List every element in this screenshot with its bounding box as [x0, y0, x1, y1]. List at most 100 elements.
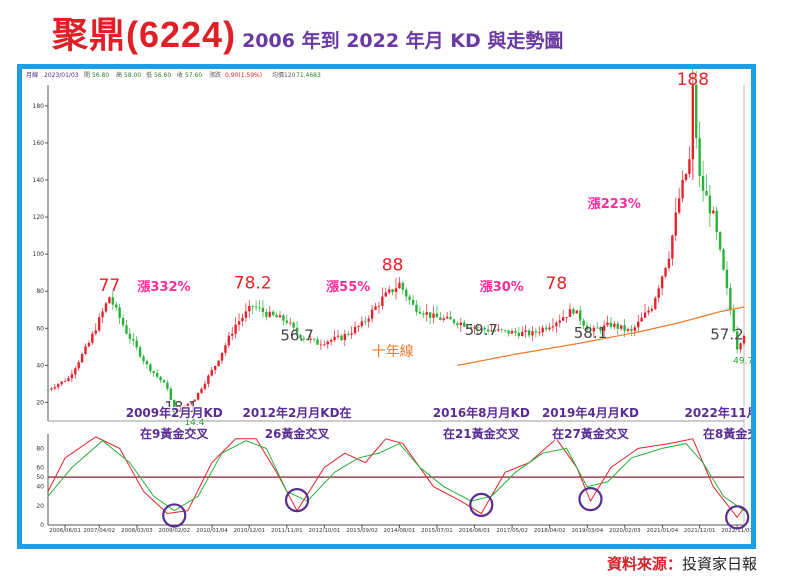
candle-body [135, 340, 138, 348]
candle-body [432, 313, 435, 318]
x-tick-label: 2017/05/02 [496, 528, 528, 534]
candle-body [387, 289, 391, 293]
candle-body [490, 330, 493, 332]
candle-body [176, 411, 179, 413]
price-annotation: 18.1 [164, 398, 197, 416]
candle-body [357, 326, 360, 327]
golden-cross-circle [725, 505, 750, 530]
price-annotation: 78 [546, 274, 568, 294]
candle-body [674, 212, 677, 236]
kd-y-tick-label: 20 [36, 503, 44, 510]
price-annotation: 77 [99, 276, 121, 296]
x-tick-label: 2010/12/01 [233, 528, 265, 534]
candle-body [394, 288, 398, 293]
candle-body [265, 312, 268, 317]
candle-body [398, 282, 401, 289]
candle-body [633, 327, 637, 331]
candle-body [613, 323, 616, 327]
kd-annotation: 在8黃金交叉 [703, 426, 751, 441]
candle-body [616, 323, 619, 329]
candle-body [579, 310, 582, 321]
candle-body [179, 407, 183, 412]
header-field: 56.80 [92, 72, 109, 79]
kd-y-tick-label: 40 [36, 484, 44, 491]
kd-annotation: 在27黃金交叉 [552, 426, 630, 441]
candle-body [319, 344, 323, 346]
candle-body [592, 327, 596, 332]
golden-cross-circle [469, 492, 494, 517]
candle-body [364, 321, 367, 323]
candle-body [282, 315, 285, 321]
candle-body [486, 329, 490, 332]
price-y-tick-label: 100 [33, 251, 45, 258]
candle-body [196, 392, 200, 400]
x-tick-label: 2007/04/02 [83, 528, 115, 534]
candle-body [203, 383, 207, 389]
candle-body [248, 305, 251, 312]
candle-body [241, 317, 244, 322]
candle-body [258, 307, 261, 309]
candle-body [534, 331, 538, 333]
candle-body [285, 320, 289, 323]
candles [46, 69, 746, 414]
candle-body [353, 326, 357, 334]
candle-body [684, 174, 688, 180]
candle-body [295, 327, 299, 335]
candle-body [637, 321, 640, 328]
candle-body [452, 319, 456, 324]
candle-body [261, 307, 265, 313]
candle-body [74, 368, 77, 375]
candle-body [681, 179, 684, 199]
x-tick-label: 2021/12/01 [684, 528, 716, 534]
kd-y-tick-label: 50 [36, 474, 44, 481]
candle-body [340, 335, 343, 341]
candle-body [108, 297, 111, 304]
kd-annotation: 2019年4月月KD [542, 405, 639, 420]
golden-cross-circle [162, 503, 187, 528]
candle-body [572, 309, 575, 314]
candle-body [517, 332, 521, 337]
candle-body [630, 329, 633, 331]
candle-body [558, 320, 561, 323]
candle-body [425, 312, 428, 315]
candle-body [466, 326, 469, 328]
candle-body [493, 330, 497, 332]
header-field: 均價120 [272, 71, 296, 79]
candle-body [708, 195, 712, 214]
candle-body [422, 313, 425, 315]
kd-annotation: 2016年8月月KD [433, 405, 530, 420]
kd-annotation: 26黃金交叉 [265, 426, 331, 441]
candle-body [411, 299, 415, 305]
candle-body [602, 325, 606, 331]
candle-body [60, 381, 63, 385]
price-annotation: 78.2 [234, 274, 272, 294]
golden-cross-circle [284, 487, 310, 513]
candle-body [128, 333, 132, 339]
candle-body [87, 342, 91, 347]
kd-annotation: 2009年2月月KD [126, 405, 223, 420]
stock-title: 聚鼎(6224) [52, 14, 237, 55]
candle-body [405, 289, 408, 297]
price-y-tick-label: 40 [36, 362, 44, 369]
candle-body [138, 347, 142, 357]
candle-body [391, 289, 394, 293]
candle-body [688, 159, 691, 175]
chart-background [22, 69, 751, 544]
candle-body [715, 210, 718, 233]
candle-body [169, 388, 173, 400]
candle-body [401, 282, 405, 290]
candle-body [186, 403, 190, 406]
candle-body [115, 304, 118, 308]
header-field: 開 [84, 72, 90, 79]
candle-body [671, 235, 674, 259]
candle-body [445, 316, 449, 319]
candle-body [384, 292, 387, 297]
candle-body [292, 322, 295, 328]
candle-body [227, 335, 231, 346]
candle-body [132, 338, 135, 341]
candle-body [101, 311, 104, 318]
candle-body [705, 190, 708, 196]
candle-body [514, 331, 517, 333]
candle-body [459, 322, 463, 326]
x-tick-label: 2009/02/02 [158, 528, 190, 534]
